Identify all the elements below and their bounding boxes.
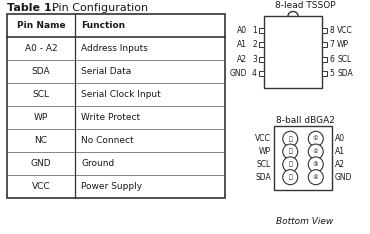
Circle shape	[283, 170, 298, 185]
Text: Ground: Ground	[81, 159, 114, 168]
Text: A0 - A2: A0 - A2	[25, 44, 57, 53]
Text: A1: A1	[335, 147, 345, 156]
Bar	[322, 57, 327, 62]
Text: GND: GND	[31, 159, 51, 168]
Text: SCL: SCL	[33, 90, 50, 99]
Text: ④: ④	[313, 175, 319, 180]
Circle shape	[308, 131, 323, 146]
Text: ⓗ: ⓗ	[288, 136, 292, 142]
Text: ①: ①	[313, 136, 319, 141]
Text: A2: A2	[335, 160, 345, 169]
Text: ⓔ: ⓔ	[288, 174, 292, 180]
Bar	[259, 28, 264, 33]
Text: A0: A0	[237, 26, 247, 35]
Text: ②: ②	[313, 149, 319, 154]
Bar	[259, 71, 264, 76]
Bar	[274, 126, 332, 190]
Text: Bottom View: Bottom View	[276, 217, 334, 226]
Bar	[322, 28, 327, 33]
Text: 3: 3	[252, 55, 257, 64]
Text: SDA: SDA	[255, 173, 271, 182]
Text: SDA: SDA	[337, 69, 353, 78]
Text: A2: A2	[237, 55, 247, 64]
Text: WP: WP	[337, 40, 349, 49]
Text: ③: ③	[313, 162, 319, 167]
Text: 8-ball dBGA2: 8-ball dBGA2	[276, 116, 334, 125]
Text: Function: Function	[81, 21, 125, 30]
Text: Pin Name: Pin Name	[17, 21, 65, 30]
Text: 5: 5	[329, 69, 334, 78]
Bar	[264, 16, 322, 88]
Text: SDA: SDA	[32, 67, 50, 76]
Bar	[7, 14, 225, 198]
Text: GND: GND	[335, 173, 353, 182]
Text: VCC: VCC	[337, 26, 353, 35]
Text: SCL: SCL	[257, 160, 271, 169]
Text: Serial Data: Serial Data	[81, 67, 131, 76]
Text: Pin Configuration: Pin Configuration	[45, 3, 148, 13]
Text: A1: A1	[237, 40, 247, 49]
Circle shape	[283, 157, 298, 172]
Text: GND: GND	[229, 69, 247, 78]
Text: VCC: VCC	[32, 182, 50, 191]
Text: 6: 6	[329, 55, 334, 64]
Text: Address Inputs: Address Inputs	[81, 44, 148, 53]
Text: ⓕ: ⓕ	[288, 162, 292, 167]
Text: Table 1.: Table 1.	[7, 3, 56, 13]
Circle shape	[308, 157, 323, 172]
Text: WP: WP	[259, 147, 271, 156]
Bar	[259, 57, 264, 62]
Text: WP: WP	[34, 113, 48, 122]
Text: A0: A0	[335, 134, 345, 143]
Text: Serial Clock Input: Serial Clock Input	[81, 90, 161, 99]
Text: ⓖ: ⓖ	[288, 149, 292, 154]
Text: Power Supply: Power Supply	[81, 182, 142, 191]
Circle shape	[283, 144, 298, 159]
Text: NC: NC	[34, 136, 47, 145]
Bar	[322, 42, 327, 47]
Bar	[322, 71, 327, 76]
Bar	[259, 42, 264, 47]
Circle shape	[308, 144, 323, 159]
Text: SCL: SCL	[337, 55, 351, 64]
Text: 1: 1	[252, 26, 257, 35]
Circle shape	[283, 131, 298, 146]
Text: 8-lead TSSOP: 8-lead TSSOP	[275, 1, 335, 10]
Text: No Connect: No Connect	[81, 136, 134, 145]
Text: VCC: VCC	[255, 134, 271, 143]
Circle shape	[308, 170, 323, 185]
Text: 8: 8	[329, 26, 334, 35]
Text: 4: 4	[252, 69, 257, 78]
Text: Write Protect: Write Protect	[81, 113, 140, 122]
Text: 2: 2	[252, 40, 257, 49]
Text: 7: 7	[329, 40, 334, 49]
